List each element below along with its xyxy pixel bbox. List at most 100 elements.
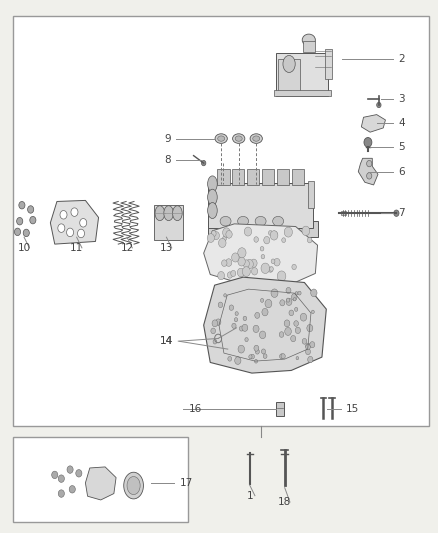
Circle shape [251, 268, 258, 275]
Circle shape [242, 324, 248, 332]
Circle shape [286, 287, 291, 294]
Circle shape [306, 349, 311, 355]
Ellipse shape [127, 477, 140, 495]
Circle shape [284, 320, 290, 327]
Circle shape [218, 271, 225, 280]
Circle shape [263, 354, 267, 359]
Circle shape [274, 259, 280, 266]
Circle shape [238, 257, 245, 266]
Bar [303, 41, 315, 52]
Circle shape [306, 343, 311, 349]
Text: 16: 16 [188, 404, 201, 414]
Circle shape [294, 321, 298, 326]
Circle shape [261, 254, 265, 259]
Circle shape [279, 354, 284, 359]
Circle shape [268, 267, 273, 272]
Circle shape [295, 292, 298, 295]
Ellipse shape [233, 134, 245, 143]
Ellipse shape [272, 216, 284, 226]
Circle shape [311, 289, 317, 297]
Ellipse shape [237, 216, 248, 226]
Circle shape [223, 228, 230, 237]
Circle shape [272, 231, 277, 238]
Circle shape [67, 228, 74, 237]
Circle shape [261, 349, 265, 354]
Circle shape [364, 138, 372, 147]
Circle shape [302, 226, 310, 236]
Text: 1: 1 [246, 491, 253, 500]
Text: 18: 18 [278, 497, 291, 507]
Bar [325, 50, 332, 78]
Polygon shape [204, 277, 326, 373]
Ellipse shape [215, 134, 227, 143]
Circle shape [67, 466, 73, 473]
Circle shape [279, 332, 284, 337]
Polygon shape [50, 200, 99, 244]
Bar [208, 182, 313, 228]
Circle shape [237, 268, 244, 277]
Circle shape [298, 291, 301, 295]
Ellipse shape [155, 206, 165, 221]
Circle shape [253, 325, 259, 333]
Circle shape [261, 298, 264, 302]
Circle shape [226, 259, 232, 266]
Circle shape [292, 264, 297, 270]
Circle shape [232, 323, 236, 328]
Circle shape [255, 312, 260, 318]
Circle shape [255, 349, 259, 354]
Text: 10: 10 [18, 243, 31, 253]
Circle shape [249, 355, 252, 359]
Circle shape [222, 260, 227, 266]
Bar [232, 169, 244, 185]
Polygon shape [358, 158, 378, 185]
Ellipse shape [218, 136, 225, 141]
Circle shape [226, 230, 232, 238]
Circle shape [271, 289, 278, 297]
Bar [277, 169, 289, 185]
Circle shape [260, 246, 264, 251]
Circle shape [277, 271, 286, 281]
Circle shape [268, 231, 272, 236]
Circle shape [245, 260, 253, 269]
Circle shape [284, 227, 293, 237]
Circle shape [17, 217, 23, 225]
Ellipse shape [220, 216, 231, 226]
Circle shape [282, 238, 286, 243]
Circle shape [289, 310, 293, 316]
Ellipse shape [173, 206, 182, 221]
Circle shape [201, 160, 206, 166]
Circle shape [238, 248, 246, 258]
Circle shape [80, 219, 87, 227]
Bar [262, 169, 274, 185]
Text: 6: 6 [399, 167, 405, 176]
Circle shape [306, 344, 310, 350]
Ellipse shape [164, 206, 173, 221]
Circle shape [295, 327, 300, 334]
Polygon shape [361, 115, 385, 132]
Circle shape [367, 160, 372, 167]
Circle shape [239, 326, 244, 331]
Ellipse shape [283, 55, 295, 72]
Circle shape [244, 227, 252, 236]
Circle shape [207, 233, 215, 243]
Circle shape [242, 266, 251, 277]
Circle shape [78, 229, 85, 238]
Circle shape [243, 260, 249, 268]
Text: 15: 15 [346, 404, 359, 414]
Circle shape [224, 294, 226, 297]
Circle shape [291, 335, 296, 342]
Circle shape [293, 297, 296, 301]
Text: 14: 14 [160, 336, 173, 346]
Bar [341, 211, 346, 215]
Circle shape [254, 359, 258, 363]
Circle shape [213, 340, 217, 344]
Bar [154, 205, 183, 240]
Bar [307, 181, 314, 208]
Ellipse shape [250, 134, 262, 143]
Circle shape [231, 270, 236, 277]
Circle shape [69, 486, 75, 493]
Circle shape [71, 208, 78, 216]
Text: 7: 7 [399, 208, 405, 218]
Text: 5: 5 [399, 142, 405, 151]
Bar [13, 16, 429, 426]
